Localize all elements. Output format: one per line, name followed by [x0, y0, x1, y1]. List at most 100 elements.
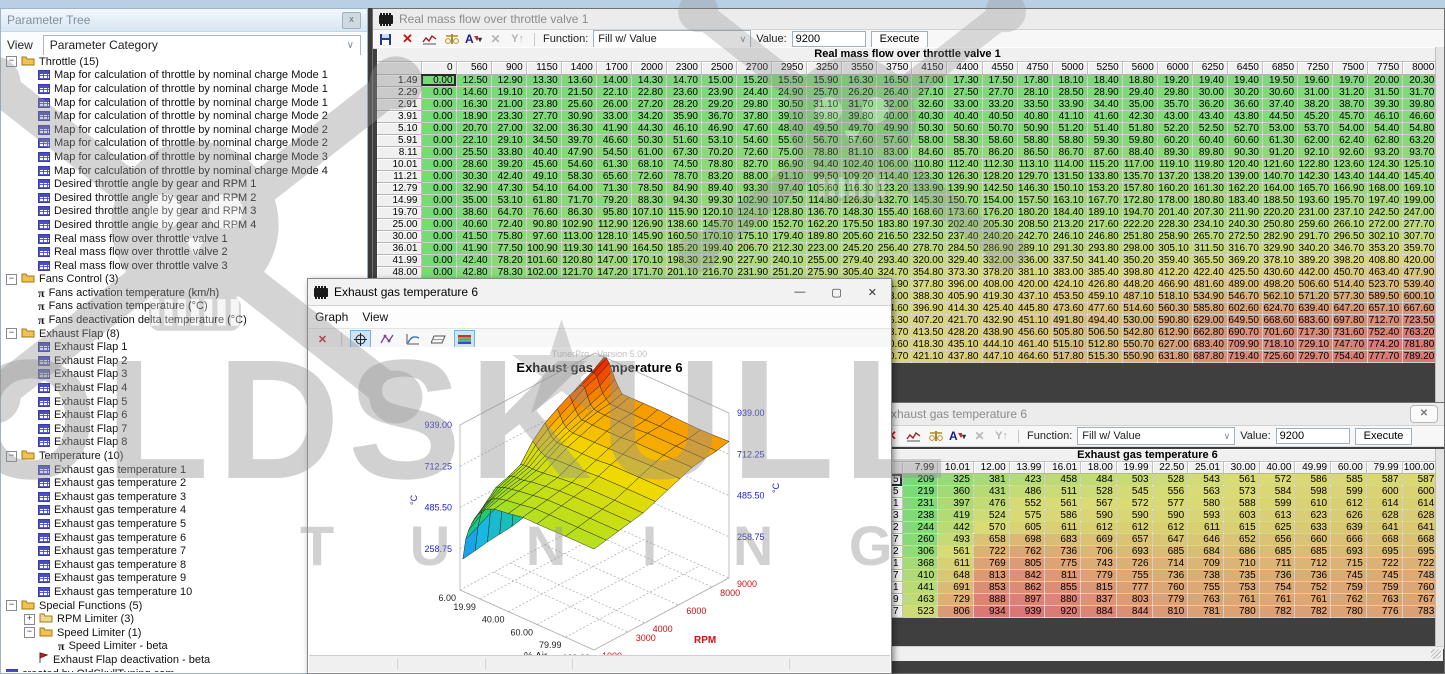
map-cell[interactable]: 777 [1116, 582, 1152, 594]
map-cell[interactable]: 64.00 [561, 182, 596, 194]
map-cell[interactable]: 528 [1081, 486, 1117, 498]
map-cell[interactable]: 35.90 [666, 110, 701, 122]
map-cell[interactable]: 53.10 [702, 134, 737, 146]
column-header[interactable]: 0 [421, 62, 456, 74]
map-cell[interactable]: 45.20 [1298, 110, 1333, 122]
map-cell[interactable]: 72.40 [491, 218, 526, 230]
map-cell[interactable]: 23.30 [491, 110, 526, 122]
column-header[interactable]: 7500 [1333, 62, 1368, 74]
map-cell[interactable]: 506.50 [1087, 326, 1122, 338]
map-cell[interactable]: 450.70 [1333, 266, 1368, 278]
map-cell[interactable]: 35.70 [1157, 98, 1192, 110]
map-cell[interactable]: 67.30 [666, 146, 701, 158]
map-cell[interactable]: 93.20 [1368, 146, 1403, 158]
map-cell[interactable]: 54.00 [1333, 122, 1368, 134]
map-cell[interactable]: 639 [1331, 522, 1367, 534]
map-cell[interactable]: 265.70 [1192, 230, 1227, 242]
map-cell[interactable]: 135.70 [1122, 170, 1157, 182]
column-header[interactable]: 30.00 [1223, 462, 1259, 474]
map-cell[interactable]: 29.80 [737, 98, 772, 110]
map-cell[interactable]: 50.70 [982, 122, 1017, 134]
map-cell[interactable]: 202.40 [947, 218, 982, 230]
map-cell[interactable]: 53.00 [1263, 122, 1298, 134]
map-cell[interactable]: 461.40 [1017, 338, 1052, 350]
map-cell[interactable]: 13.60 [561, 74, 596, 86]
map-cell[interactable]: 58.30 [947, 134, 982, 146]
map-cell[interactable]: 706 [1081, 546, 1117, 558]
map-cell[interactable]: 19.40 [1227, 74, 1262, 86]
map-cell[interactable]: 726 [1116, 558, 1152, 570]
map-cell[interactable]: 441 [902, 582, 938, 594]
map-cell[interactable]: 378.10 [1263, 254, 1298, 266]
map-cell[interactable]: 30.30 [456, 170, 491, 182]
map-cell[interactable]: 359.70 [1403, 242, 1438, 254]
map-cell[interactable]: 743 [1081, 558, 1117, 570]
map-cell[interactable]: 389.20 [1298, 254, 1333, 266]
map-cell[interactable]: 463.40 [1368, 266, 1403, 278]
map-cell[interactable]: 32.00 [526, 122, 561, 134]
map-cell[interactable]: 52.50 [1192, 122, 1227, 134]
map-cell[interactable]: 193.60 [1298, 194, 1333, 206]
map-cell[interactable]: 205.60 [842, 230, 877, 242]
map-cell[interactable]: 754.40 [1333, 350, 1368, 362]
map-cell[interactable]: 888 [973, 594, 1009, 606]
map-cell[interactable]: 27.70 [982, 86, 1017, 98]
map-cell[interactable]: 44.30 [631, 122, 666, 134]
map-cell[interactable]: 684 [1188, 546, 1224, 558]
map-cell[interactable]: 481.60 [1192, 278, 1227, 290]
map-cell[interactable]: 754 [1259, 582, 1295, 594]
map-cell[interactable]: 291.30 [1052, 242, 1087, 254]
map-cell[interactable]: 612 [1331, 498, 1367, 510]
map-cell[interactable]: 626 [1331, 510, 1367, 522]
map-cell[interactable]: 76.60 [526, 206, 561, 218]
map-cell[interactable]: 320.00 [912, 254, 947, 266]
map-cell[interactable]: 238 [902, 510, 938, 522]
map-cell[interactable]: 153.20 [1087, 182, 1122, 194]
map-cell[interactable]: 109.20 [842, 170, 877, 182]
map-cell[interactable]: 49.50 [807, 122, 842, 134]
map-cell[interactable]: 806 [938, 606, 974, 618]
map-cell[interactable]: 701.60 [1263, 326, 1298, 338]
map-cell[interactable]: 407.20 [912, 314, 947, 326]
map-cell[interactable]: 668 [1366, 534, 1402, 546]
map-cell[interactable]: 31.10 [807, 98, 842, 110]
map-cell[interactable]: 26.40 [877, 86, 912, 98]
map-cell[interactable]: 197.30 [912, 218, 947, 230]
map-cell[interactable]: 542.80 [1122, 326, 1157, 338]
map-cell[interactable]: 212.90 [702, 254, 737, 266]
column-header[interactable]: 60.00 [1331, 462, 1367, 474]
map-cell[interactable]: 141.90 [596, 242, 631, 254]
tree-expander-icon[interactable]: − [24, 627, 35, 638]
map-cell[interactable]: 216.50 [877, 230, 912, 242]
map-cell[interactable]: 157.80 [1122, 182, 1157, 194]
map-cell[interactable]: 0.00 [421, 134, 456, 146]
map-cell[interactable]: 408.80 [1368, 254, 1403, 266]
row-header[interactable]: 3.91 [377, 110, 421, 122]
map-cell[interactable]: 27.20 [631, 98, 666, 110]
map-cell[interactable]: 90.80 [526, 218, 561, 230]
map-cell[interactable]: 14.30 [631, 74, 666, 86]
map-cell[interactable]: 94.40 [807, 158, 842, 170]
map-cell[interactable]: 102.00 [526, 266, 561, 278]
map-cell[interactable]: 779 [1152, 594, 1188, 606]
map-cell[interactable]: 16.50 [877, 74, 912, 86]
map-cell[interactable]: 247.00 [1403, 206, 1438, 218]
map-cell[interactable]: 560.30 [1157, 302, 1192, 314]
row-header[interactable]: 8.11 [377, 146, 421, 158]
map-cell[interactable]: 142.50 [982, 182, 1017, 194]
map-cell[interactable]: 515.30 [1087, 350, 1122, 362]
map-cell[interactable]: 311.50 [1192, 242, 1227, 254]
map-cell[interactable]: 711 [1259, 558, 1295, 570]
map-cell[interactable]: 543 [1188, 474, 1224, 486]
column-header[interactable]: 5600 [1122, 62, 1157, 74]
map-cell[interactable]: 107.10 [631, 206, 666, 218]
column-header[interactable]: 49.99 [1295, 462, 1331, 474]
map-cell[interactable]: 19.50 [1263, 74, 1298, 86]
map-cell[interactable]: 86.20 [982, 146, 1017, 158]
map-cell[interactable]: 139.00 [1227, 170, 1262, 182]
map-cell[interactable]: 575 [1009, 510, 1045, 522]
format-icon[interactable]: A▾ [949, 429, 966, 444]
row-header[interactable]: 10.01 [377, 158, 421, 170]
map-cell[interactable]: 279.40 [842, 254, 877, 266]
map-cell[interactable]: 396.90 [912, 302, 947, 314]
